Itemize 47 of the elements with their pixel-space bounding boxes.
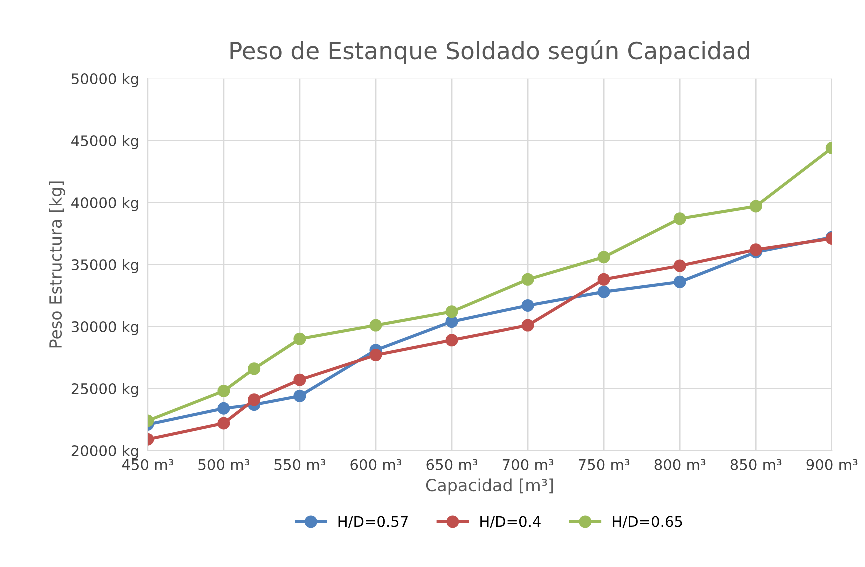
- point: [294, 390, 306, 402]
- point: [446, 316, 458, 328]
- point: [598, 273, 610, 286]
- point: [750, 244, 762, 256]
- x-tick-label: 450 m³: [122, 459, 174, 470]
- y-tick-label: 50000 kg: [72, 73, 138, 88]
- point: [674, 260, 686, 272]
- point: [370, 349, 382, 362]
- point: [674, 276, 686, 288]
- point: [218, 417, 230, 430]
- x-tick-label: 700 m³: [502, 459, 554, 470]
- y-tick-label: 45000 kg: [72, 135, 138, 150]
- point: [522, 319, 534, 332]
- point: [674, 212, 686, 226]
- chart-title: Peso de Estanque Soldado según Capacidad: [230, 40, 750, 64]
- x-tick-label: 500 m³: [198, 459, 250, 470]
- point: [446, 334, 458, 347]
- point: [598, 251, 610, 264]
- point: [248, 394, 261, 406]
- y-tick-label: 20000 kg: [72, 445, 138, 460]
- x-tick-label: 550 m³: [274, 459, 326, 470]
- x-axis-title: Capacidad [m³]: [426, 478, 554, 495]
- x-tick-label: 850 m³: [730, 459, 782, 470]
- point: [294, 332, 306, 346]
- x-tick-label: 650 m³: [426, 459, 478, 470]
- legend-label: H/D=0.65: [613, 516, 682, 528]
- point: [218, 385, 230, 398]
- point: [248, 362, 261, 376]
- point: [446, 306, 458, 318]
- y-tick-label: 25000 kg: [72, 383, 138, 398]
- y-tick-label: 40000 kg: [72, 197, 138, 212]
- legend-label: H/D=0.4: [480, 516, 541, 528]
- x-tick-label: 750 m³: [578, 459, 630, 470]
- x-tick-label: 800 m³: [654, 459, 706, 470]
- point: [750, 200, 762, 213]
- x-tick-label: 900 m³: [806, 459, 858, 470]
- y-tick-label: 35000 kg: [72, 259, 138, 274]
- x-tick-label: 600 m³: [350, 459, 402, 470]
- point: [294, 374, 306, 386]
- y-tick-label: 30000 kg: [72, 321, 138, 336]
- point: [370, 319, 382, 332]
- point: [522, 273, 534, 286]
- point: [522, 299, 534, 312]
- point: [598, 286, 610, 298]
- legend-label: H/D=0.57: [338, 516, 408, 528]
- y-axis-title: Peso Estructura [kg]: [49, 182, 66, 348]
- point: [218, 402, 230, 415]
